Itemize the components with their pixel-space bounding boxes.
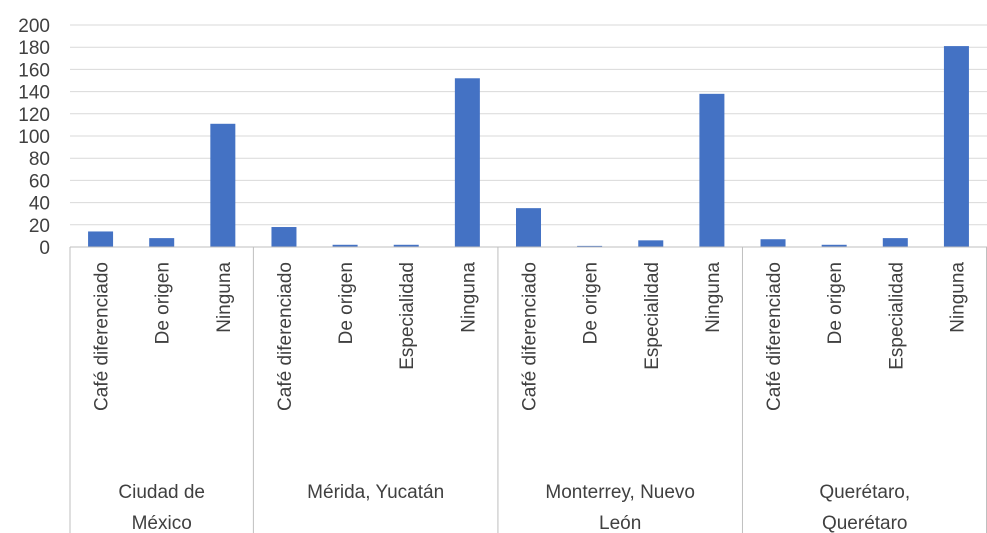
bar <box>943 46 969 248</box>
bar <box>393 244 419 247</box>
category-label: De origen <box>153 262 174 344</box>
bars <box>88 46 969 248</box>
bar <box>821 244 847 247</box>
y-tick-label: 20 <box>29 216 50 237</box>
category-label: Café diferenciado <box>92 262 113 411</box>
bar <box>210 123 236 247</box>
bar <box>332 244 358 247</box>
y-tick-label: 0 <box>39 238 50 259</box>
category-label: Café diferenciado <box>275 262 296 411</box>
x-axis: Café diferenciado De origen Ninguna Ciudad … <box>69 246 987 533</box>
category-label: Especialidad <box>886 262 907 370</box>
category-label: Especialidad <box>397 262 418 370</box>
group-label: México <box>132 513 192 533</box>
group-label: Querétaro <box>822 513 908 533</box>
y-tick-label: 200 <box>18 16 50 37</box>
group-label: Mérida, Yucatán <box>307 482 444 503</box>
y-tick-label: 40 <box>29 194 50 215</box>
category-label: Café diferenciado <box>520 262 541 411</box>
group-label: León <box>599 513 641 533</box>
bar <box>699 93 725 247</box>
category-label: Ninguna <box>703 262 724 333</box>
category-label: De origen <box>581 262 602 344</box>
bar <box>577 245 603 247</box>
gridlines <box>70 24 987 226</box>
y-tick-label: 140 <box>18 83 50 104</box>
category-label: Ninguna <box>458 262 479 333</box>
bar <box>882 238 908 247</box>
group-label: Monterrey, Nuevo <box>545 482 695 503</box>
category-label: De origen <box>825 262 846 344</box>
y-tick-label: 160 <box>18 60 50 81</box>
bar <box>638 240 664 247</box>
category-label: Café diferenciado <box>764 262 785 411</box>
bar <box>88 231 114 247</box>
bar <box>760 239 786 247</box>
category-label: Ninguna <box>947 262 968 333</box>
group-label: Querétaro, <box>819 482 910 503</box>
y-tick-label: 180 <box>18 38 50 59</box>
category-label: Ninguna <box>214 262 235 333</box>
y-tick-label: 100 <box>18 127 50 148</box>
y-tick-label: 80 <box>29 149 50 170</box>
bar <box>271 227 297 247</box>
bar <box>454 78 480 247</box>
category-label: De origen <box>336 262 357 344</box>
category-label: Especialidad <box>642 262 663 370</box>
y-tick-label: 60 <box>29 171 50 192</box>
y-tick-label: 120 <box>18 105 50 126</box>
bar <box>516 208 541 247</box>
bar <box>149 238 175 247</box>
group-label: Ciudad de <box>118 482 205 503</box>
